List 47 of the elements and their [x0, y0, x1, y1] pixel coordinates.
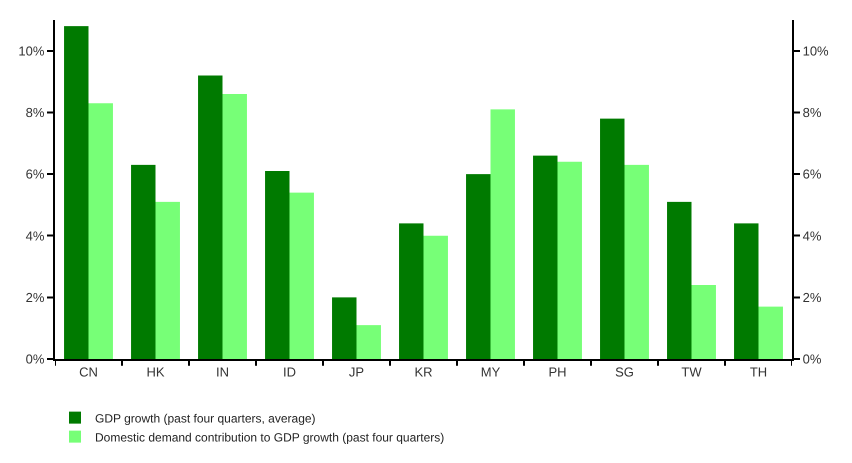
legend-label: Domestic demand contribution to GDP growth (past four quarters): [95, 430, 444, 444]
x-tick-label: CN: [79, 364, 98, 380]
x-tick-label: PH: [548, 364, 567, 380]
bar: [88, 103, 113, 359]
bar: [624, 164, 649, 359]
bar: [600, 118, 624, 359]
y2-tick-label: 10%: [802, 43, 830, 58]
y2-tick-label: 4%: [802, 228, 822, 244]
y-tick-label: 2%: [26, 290, 45, 305]
x-tick-label: JP: [348, 364, 364, 380]
x-tick-label: IN: [216, 364, 229, 380]
bar: [466, 174, 490, 359]
x-tick-label: MY: [480, 364, 501, 380]
bar: [558, 162, 582, 359]
bar: [131, 164, 156, 359]
bar: [533, 156, 558, 359]
y-tick-label: 0%: [26, 352, 45, 367]
y-tick-label: 8%: [26, 105, 45, 120]
bar: [399, 223, 424, 359]
bar: [290, 192, 314, 359]
bar: [265, 171, 290, 359]
bar: [332, 297, 356, 359]
x-tick-label: TW: [681, 364, 702, 380]
legend-label: GDP growth (past four quarters, average): [95, 411, 316, 426]
bar: [490, 109, 515, 359]
bar: [692, 285, 716, 359]
bar: [64, 26, 88, 359]
y-tick-label: 6%: [26, 166, 45, 182]
y2-tick-label: 2%: [802, 290, 822, 305]
y2-tick-label: 8%: [802, 105, 822, 120]
bar: [198, 75, 222, 359]
y-tick-label: 10%: [18, 43, 45, 58]
bar: [424, 236, 448, 359]
bar: [356, 325, 381, 359]
bar: [156, 202, 180, 359]
y-tick-label: 4%: [26, 228, 45, 244]
bar: [667, 202, 692, 359]
x-tick-label: SG: [615, 364, 634, 380]
bar: [222, 94, 247, 359]
y2-tick-label: 6%: [802, 166, 822, 182]
x-tick-label: HK: [146, 364, 165, 380]
x-tick-label: TH: [750, 364, 768, 380]
y2-tick-label: 0%: [802, 352, 822, 367]
bar: [758, 306, 783, 359]
x-tick-label: ID: [283, 364, 296, 380]
x-tick-label: KR: [414, 364, 433, 380]
bar: [734, 223, 758, 359]
